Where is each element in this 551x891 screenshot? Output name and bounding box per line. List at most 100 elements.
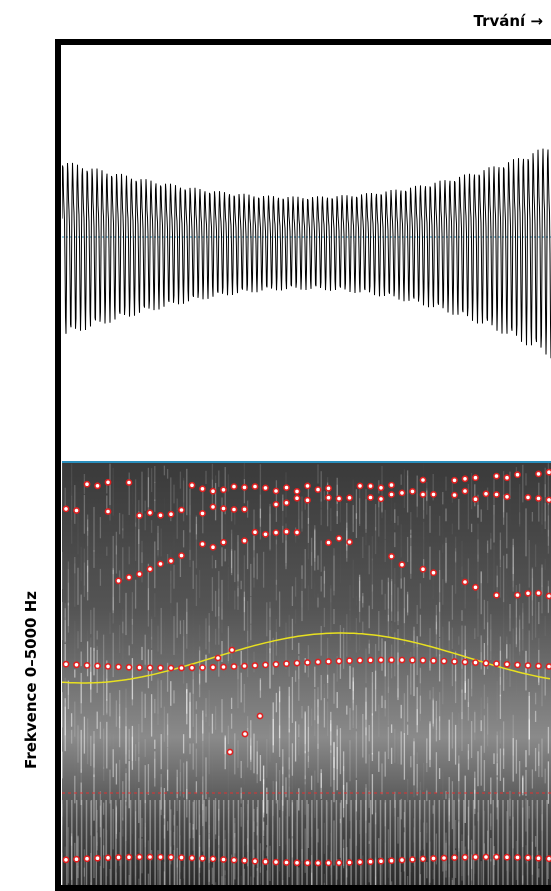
formant-dot <box>226 748 234 756</box>
formant-dot <box>514 661 521 669</box>
formant-dot <box>283 484 290 491</box>
formant-dot <box>535 494 542 502</box>
formant-dot <box>430 569 437 577</box>
formant-dot <box>451 491 458 499</box>
time-axis-label: Trvání → <box>474 12 544 30</box>
spectrogram-panel <box>62 463 551 885</box>
formant-dot <box>251 857 259 865</box>
formant-dot <box>104 854 112 862</box>
formant-dot <box>388 491 395 498</box>
formant-dot <box>146 565 154 573</box>
formant-dot <box>293 487 301 495</box>
formant-dot <box>409 656 416 664</box>
formant-dot <box>94 482 101 490</box>
formant-dot <box>83 662 91 669</box>
formant-dot <box>493 853 500 861</box>
formant-dot <box>388 481 395 489</box>
formant-dot <box>377 495 385 503</box>
formant-dot <box>199 485 206 493</box>
formant-dot <box>220 486 227 494</box>
formant-dot <box>125 663 133 671</box>
formant-dot <box>346 538 353 546</box>
formant-dot <box>262 661 269 669</box>
formant-dot <box>251 662 259 669</box>
formant-dot <box>314 859 322 867</box>
formant-dot <box>398 561 406 569</box>
formant-dot <box>178 506 185 514</box>
formant-dot <box>115 854 122 861</box>
formant-dot <box>503 853 511 861</box>
formant-dot <box>325 658 332 665</box>
formant-dot <box>482 659 490 667</box>
formant-dot <box>430 490 437 498</box>
formant-dot <box>367 858 374 866</box>
formant-dot <box>136 853 143 861</box>
formant-dot <box>228 646 236 654</box>
formant-dot <box>136 664 143 671</box>
formant-dot <box>461 487 469 495</box>
formant-dot <box>524 493 532 501</box>
formant-dot <box>440 854 448 862</box>
formant-dot <box>283 528 290 536</box>
formant-dot <box>535 470 542 478</box>
formant-dot <box>283 499 290 507</box>
formant-dot <box>167 510 175 518</box>
formant-dot <box>125 853 133 861</box>
formant-dot <box>304 659 311 666</box>
formant-dot <box>419 476 427 484</box>
formants <box>62 468 551 867</box>
formant-dot <box>241 505 248 513</box>
formant-dot <box>440 657 448 665</box>
formant-dot <box>125 479 133 486</box>
formant-dot <box>545 496 551 504</box>
formant-dot <box>241 483 248 491</box>
formant-dot <box>314 658 322 666</box>
formant-dot <box>157 511 164 519</box>
formant-dot <box>167 853 175 861</box>
formant-dot <box>272 858 280 866</box>
formant-dot <box>214 654 222 662</box>
formant-dot <box>262 858 269 866</box>
formant-dot <box>325 484 332 492</box>
formant-dot <box>346 494 353 502</box>
formant-dot <box>419 657 427 664</box>
spectrogram <box>62 463 550 885</box>
formant-dot <box>83 480 91 488</box>
formant-dot <box>430 657 437 665</box>
formant-dot <box>94 854 101 862</box>
formant-dot <box>472 495 479 503</box>
formant-dot <box>230 506 238 513</box>
formant-dot <box>241 730 249 738</box>
formant-dot <box>209 503 217 511</box>
formant-dot <box>356 657 364 664</box>
formant-dot <box>472 853 479 861</box>
formant-dot <box>157 853 164 861</box>
formant-dot <box>178 552 185 559</box>
formant-dot <box>209 543 217 551</box>
formant-dot <box>283 859 290 866</box>
formant-dot <box>430 855 437 862</box>
formant-dot <box>94 662 101 670</box>
formant-dot <box>230 856 238 864</box>
formant-dot <box>146 853 154 861</box>
formant-dot <box>451 658 458 665</box>
formant-dot <box>220 505 227 512</box>
formant-dot <box>514 854 521 861</box>
formant-dot <box>493 660 500 668</box>
formant-dot <box>209 487 217 495</box>
formant-dot <box>335 859 343 867</box>
formant-dot <box>83 855 91 863</box>
formant-dot <box>503 660 511 668</box>
formant-dot <box>115 577 122 585</box>
formant-dot <box>241 662 248 670</box>
formant-dot <box>367 482 374 490</box>
formant-dot <box>136 512 143 519</box>
formant-dot <box>346 859 353 866</box>
formant-dot <box>251 483 259 490</box>
waveform <box>62 148 551 359</box>
formant-dot <box>419 565 427 573</box>
formant-dot <box>304 496 311 504</box>
formant-dot <box>293 659 301 667</box>
formant-dot <box>220 856 227 863</box>
formant-dot <box>461 475 469 483</box>
